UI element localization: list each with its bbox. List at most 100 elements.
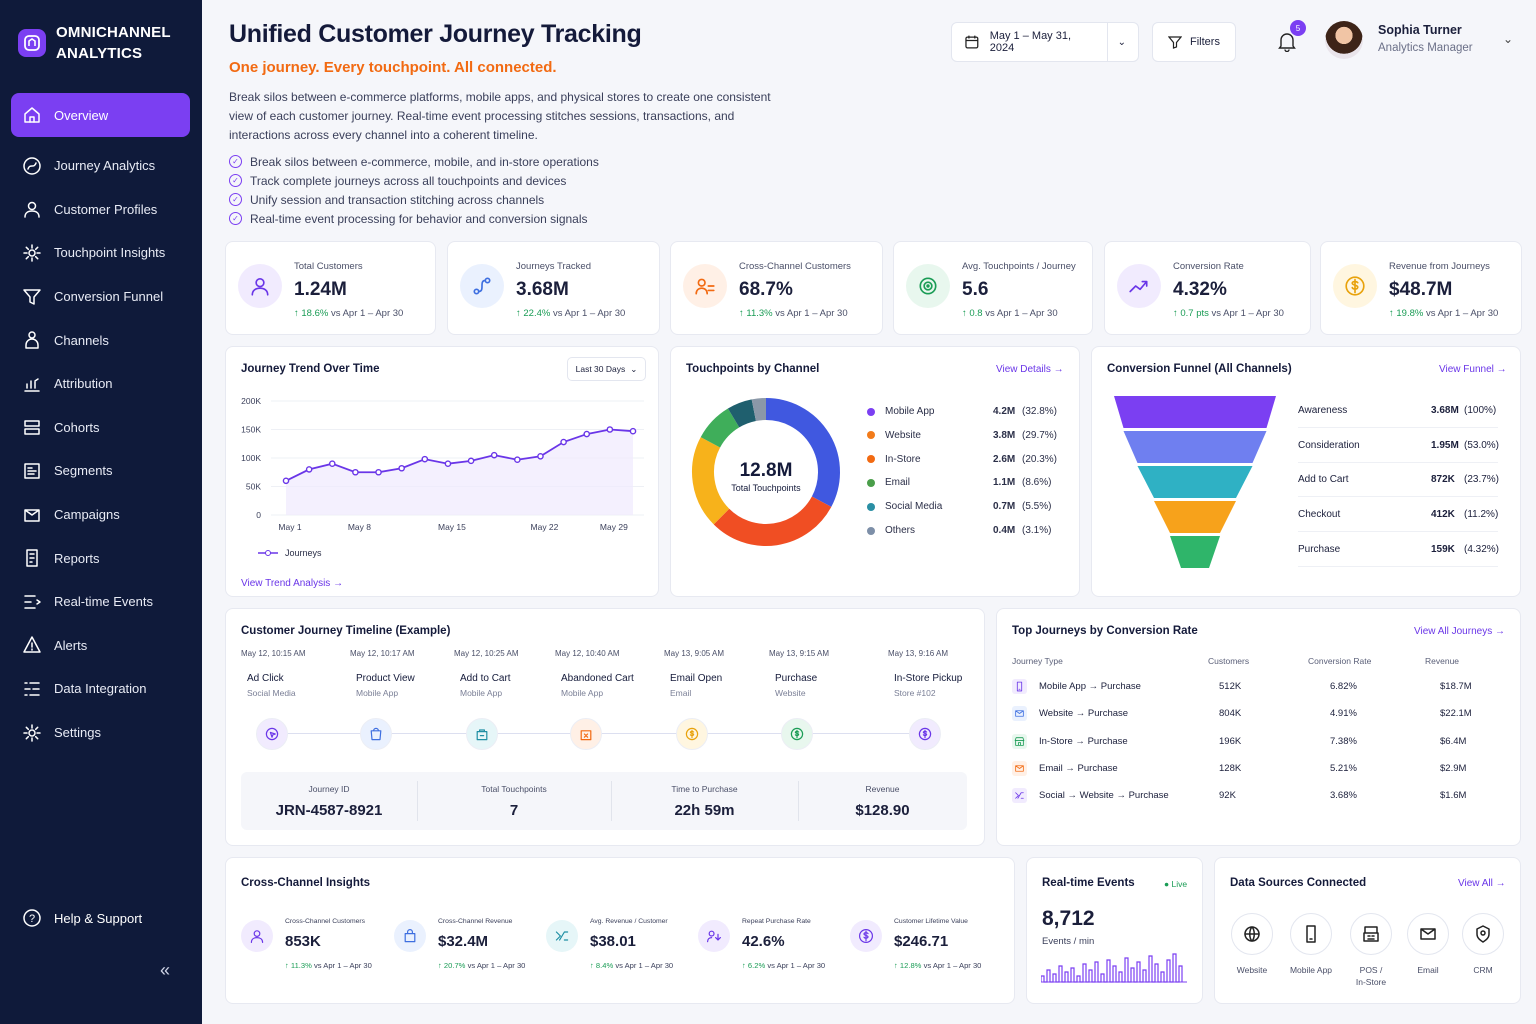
help-support-link[interactable]: ? Help & Support bbox=[22, 908, 142, 928]
view-all-sources-link[interactable]: View All → bbox=[1458, 878, 1506, 889]
insight-delta: ↑ 12.8% vs Apr 1 – Apr 30 bbox=[894, 961, 981, 970]
timeline-step[interactable]: May 12, 10:40 AM Abandoned Cart Mobile App bbox=[555, 649, 634, 698]
timeline-node[interactable] bbox=[909, 718, 941, 750]
table-row[interactable]: In-Store → Purchase 196K 7.38% $6.4M bbox=[1012, 728, 1507, 755]
insight-delta: ↑ 8.4% vs Apr 1 – Apr 30 bbox=[590, 961, 673, 970]
kpi-delta-value: ↑ 0.7 pts bbox=[1173, 308, 1209, 319]
donut-slice-social-media[interactable] bbox=[727, 399, 757, 428]
table-row[interactable]: Email → Purchase 128K 5.21% $2.9M bbox=[1012, 755, 1507, 782]
summary-label: Time to Purchase bbox=[671, 784, 738, 794]
sidebar-item-segments[interactable]: Segments bbox=[11, 449, 190, 493]
insight-icon-wrap bbox=[850, 920, 882, 952]
timeline-node[interactable] bbox=[781, 718, 813, 750]
data-source-label-line1: Email bbox=[1417, 965, 1439, 975]
funnel-stage-label: Awareness bbox=[1298, 405, 1348, 416]
date-range-picker[interactable]: May 1 – May 31, 2024 ⌄ bbox=[951, 22, 1139, 62]
table-row[interactable]: Social → Website → Purchase 92K 3.68% $1.6M bbox=[1012, 782, 1507, 809]
filters-button[interactable]: Filters bbox=[1152, 22, 1236, 62]
funnel-stage-checkout[interactable] bbox=[1154, 501, 1236, 533]
data-source-crm[interactable]: CRM bbox=[1453, 913, 1513, 976]
sidebar-item-label: Data Integration bbox=[54, 681, 147, 697]
view-funnel-link[interactable]: View Funnel → bbox=[1439, 364, 1507, 375]
sidebar-item-cohorts[interactable]: Cohorts bbox=[11, 406, 190, 450]
kpi-card-revenue-from-journeys[interactable]: Revenue from Journeys $48.7M ↑ 19.8% vs Ap… bbox=[1320, 241, 1522, 335]
kpi-card-conversion-rate[interactable]: Conversion Rate 4.32% ↑ 0.7 pts vs Apr 1 –… bbox=[1104, 241, 1311, 335]
funnel-stage-add-to-cart[interactable] bbox=[1137, 466, 1253, 498]
trend-point bbox=[467, 457, 475, 465]
timeline-step[interactable]: May 13, 9:05 AM Email Open Email bbox=[664, 649, 724, 698]
timeline-node[interactable] bbox=[676, 718, 708, 750]
funnel-stage-awareness[interactable] bbox=[1114, 396, 1276, 428]
view-trend-analysis-link[interactable]: View Trend Analysis → bbox=[241, 578, 344, 589]
view-details-link[interactable]: View Details → bbox=[996, 364, 1064, 375]
timeline-node[interactable] bbox=[360, 718, 392, 750]
timeline-step[interactable]: May 12, 10:25 AM Add to Cart Mobile App bbox=[454, 649, 518, 698]
checklist-text: Real-time event processing for behavior … bbox=[250, 211, 588, 226]
journey-rate: 4.91% bbox=[1330, 708, 1357, 720]
funnel-stage-purchase[interactable] bbox=[1170, 536, 1220, 568]
funnel-row: Consideration 1.95M (53.0%) bbox=[1298, 429, 1499, 463]
sidebar-item-overview[interactable]: Overview bbox=[11, 93, 190, 137]
summary-cell: Time to Purchase 22h 59m bbox=[611, 772, 798, 830]
table-row[interactable]: Website → Purchase 804K 4.91% $22.1M bbox=[1012, 700, 1507, 727]
user-menu-chevron-icon[interactable]: ⌄ bbox=[1503, 32, 1514, 46]
check-circle-icon: ✓ bbox=[229, 212, 242, 225]
timeline-node[interactable] bbox=[466, 718, 498, 750]
app-name: OMNICHANNEL ANALYTICS bbox=[56, 24, 171, 62]
data-source-email[interactable]: Email bbox=[1398, 913, 1458, 976]
timeline-step[interactable]: May 13, 9:15 AM Purchase Website bbox=[769, 649, 829, 698]
funnel-icon bbox=[23, 288, 41, 305]
view-all-journeys-link[interactable]: View All Journeys → bbox=[1414, 626, 1505, 637]
timeline-step[interactable]: May 12, 10:15 AM Ad Click Social Media bbox=[241, 649, 305, 698]
app-logo[interactable]: OMNICHANNEL ANALYTICS bbox=[18, 22, 171, 64]
sidebar-item-journey-analytics[interactable]: Journey Analytics bbox=[11, 144, 190, 188]
sidebar-item-attribution[interactable]: Attribution bbox=[11, 362, 190, 406]
legend-label: Others bbox=[885, 525, 916, 536]
sidebar-item-label: Campaigns bbox=[54, 507, 120, 523]
donut-slice-in-store[interactable] bbox=[692, 437, 730, 525]
donut-slice-mobile-app[interactable] bbox=[765, 398, 840, 507]
kpi-delta: ↑ 0.7 pts vs Apr 1 – Apr 30 bbox=[1173, 308, 1284, 319]
funnel-stage-consideration[interactable] bbox=[1123, 431, 1267, 463]
sidebar-item-touchpoint-insights[interactable]: Touchpoint Insights bbox=[11, 231, 190, 275]
chevron-down-icon[interactable]: ⌄ bbox=[1117, 36, 1126, 48]
kpi-card-avg-touchpoints-journey[interactable]: Avg. Touchpoints / Journey 5.6 ↑ 0.8 vs Ap… bbox=[893, 241, 1093, 335]
user-role: Analytics Manager bbox=[1378, 42, 1473, 54]
table-row[interactable]: Mobile App → Purchase 512K 6.82% $18.7M bbox=[1012, 673, 1507, 700]
data-source-mobile-app[interactable]: Mobile App bbox=[1281, 913, 1341, 976]
donut-slice-website[interactable] bbox=[713, 496, 832, 546]
collapse-sidebar-icon[interactable]: « bbox=[160, 960, 171, 980]
kpi-card-journeys-tracked[interactable]: Journeys Tracked 3.68M ↑ 22.4% vs Apr 1 – … bbox=[447, 241, 660, 335]
data-source-label: Mobile App bbox=[1281, 964, 1341, 976]
sidebar-item-settings[interactable]: Settings bbox=[11, 711, 190, 755]
sidebar-item-real-time-events[interactable]: Real-time Events bbox=[11, 580, 190, 624]
timeline-node[interactable] bbox=[570, 718, 602, 750]
sidebar-item-alerts[interactable]: Alerts bbox=[11, 624, 190, 668]
data-source-website[interactable]: Website bbox=[1222, 913, 1282, 976]
timeline-node[interactable] bbox=[256, 718, 288, 750]
avatar[interactable] bbox=[1325, 21, 1363, 59]
donut-slice-others[interactable] bbox=[751, 398, 767, 422]
sidebar-item-channels[interactable]: Channels bbox=[11, 318, 190, 362]
sidebar-item-customer-profiles[interactable]: Customer Profiles bbox=[11, 188, 190, 232]
notification-count-badge: 5 bbox=[1290, 20, 1306, 36]
journey-type: Social → Website → Purchase bbox=[1039, 790, 1169, 802]
sidebar-item-campaigns[interactable]: Campaigns bbox=[11, 493, 190, 537]
ad-click-icon bbox=[265, 727, 279, 741]
store-icon bbox=[1014, 736, 1025, 746]
kpi-card-total-customers[interactable]: Total Customers 1.24M ↑ 18.6% vs Apr 1 – A… bbox=[225, 241, 436, 335]
kpi-label: Conversion Rate bbox=[1173, 261, 1244, 272]
data-source-pos-[interactable]: POS / In-Store bbox=[1341, 913, 1401, 988]
kpi-card-cross-channel-customers[interactable]: Cross-Channel Customers 68.7% ↑ 11.3% vs A… bbox=[670, 241, 883, 335]
sidebar-item-reports[interactable]: Reports bbox=[11, 536, 190, 580]
sidebar-item-label: Channels bbox=[54, 332, 109, 348]
timeline-step[interactable]: May 12, 10:17 AM Product View Mobile App bbox=[350, 649, 415, 698]
sidebar-item-conversion-funnel[interactable]: Conversion Funnel bbox=[11, 275, 190, 319]
donut-slice-email[interactable] bbox=[700, 408, 740, 448]
insight-delta-value: ↑ 8.4% bbox=[590, 961, 614, 970]
notifications-button[interactable]: 5 bbox=[1276, 20, 1306, 57]
range-select[interactable]: Last 30 Days ⌄ bbox=[567, 357, 646, 381]
legend-dot bbox=[867, 526, 875, 535]
sidebar-item-data-integration[interactable]: Data Integration bbox=[11, 667, 190, 711]
timeline-step[interactable]: May 13, 9:16 AM In-Store Pickup Store #102 bbox=[888, 649, 962, 698]
